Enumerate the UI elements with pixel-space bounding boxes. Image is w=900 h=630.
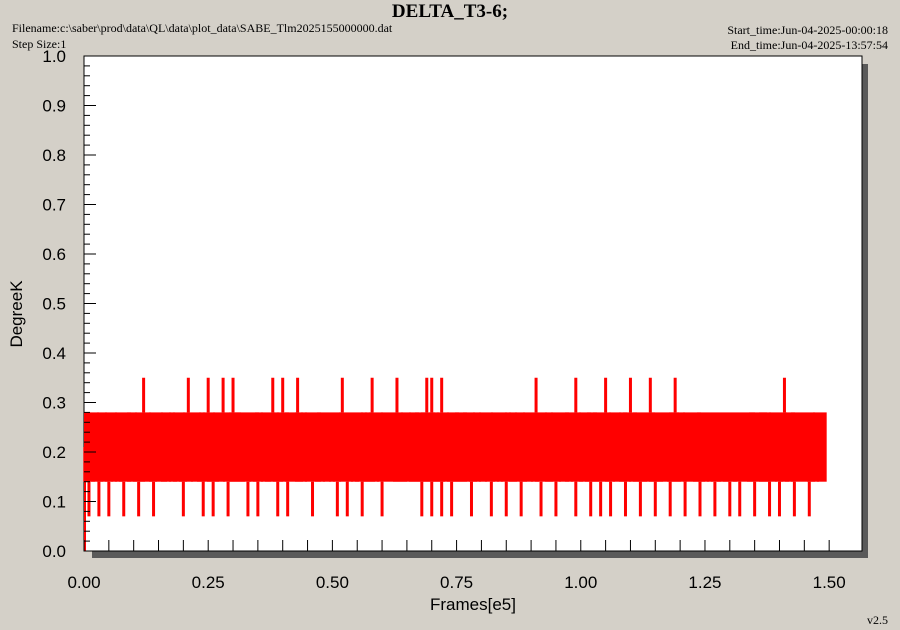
data-spike: [370, 377, 374, 413]
data-spike: [231, 377, 235, 413]
y-tick-label: 0.9: [42, 97, 66, 116]
data-spike: [425, 377, 429, 413]
data-dip: [777, 481, 781, 517]
data-dip: [589, 481, 593, 517]
data-spike: [271, 377, 275, 413]
data-dip: [489, 481, 493, 517]
data-dip: [668, 481, 672, 517]
data-dip: [609, 481, 613, 517]
data-dip: [286, 481, 290, 517]
data-spike: [186, 377, 190, 413]
data-dip: [450, 481, 454, 517]
data-dip: [807, 481, 811, 517]
x-tick-label: 1.00: [564, 573, 597, 592]
y-tick-label: 1.0: [42, 47, 66, 66]
data-dip: [728, 481, 732, 517]
data-spike: [281, 377, 285, 413]
y-tick-label: 0.5: [42, 295, 66, 314]
filename-text: Filename:c:\saber\prod\data\QL\data\plot…: [12, 21, 393, 35]
x-tick-label: 0.25: [192, 573, 225, 592]
data-spike: [430, 377, 434, 413]
x-tick-label: 0.75: [440, 573, 473, 592]
data-dip: [152, 481, 156, 517]
data-dip: [311, 481, 315, 517]
x-tick-label: 0.50: [316, 573, 349, 592]
data-dip: [87, 481, 91, 517]
data-dip: [276, 481, 280, 517]
step-size-text: Step Size:1: [12, 37, 67, 51]
y-tick-label: 0.0: [42, 542, 66, 561]
data-spike: [142, 377, 146, 413]
data-dip: [638, 481, 642, 517]
data-dip: [430, 481, 434, 517]
data-dip: [97, 481, 101, 517]
data-dip: [792, 481, 796, 517]
data-spike: [782, 377, 786, 413]
data-dip: [738, 481, 742, 517]
data-dip: [539, 481, 543, 517]
data-spike: [395, 377, 399, 413]
data-dip: [246, 481, 250, 517]
data-dip: [380, 481, 384, 517]
y-tick-label: 0.8: [42, 146, 66, 165]
data-dip: [345, 481, 349, 517]
data-dip: [504, 481, 508, 517]
data-dip: [440, 481, 444, 517]
end-time-text: End_time:Jun-04-2025-13:57:54: [730, 38, 888, 52]
y-tick-label: 0.6: [42, 245, 66, 264]
data-layer: [83, 377, 827, 551]
y-tick-label: 0.1: [42, 493, 66, 512]
chart-title: DELTA_T3-6;: [391, 1, 509, 22]
data-dip: [698, 481, 702, 517]
y-tick-label: 0.7: [42, 196, 66, 215]
version-label: v2.5: [867, 613, 888, 627]
y-tick-label: 0.4: [42, 344, 66, 363]
data-dip: [713, 481, 717, 517]
data-dip: [753, 481, 757, 517]
data-trace: [83, 412, 819, 482]
data-spike: [604, 377, 608, 413]
data-dip: [519, 481, 523, 517]
data-dip: [599, 481, 603, 517]
data-dip: [256, 481, 260, 517]
x-tick-label: 1.25: [688, 573, 721, 592]
x-axis-label: Frames[e5]: [430, 595, 516, 614]
start-time-text: Start_time:Jun-04-2025-00:00:18: [727, 23, 888, 37]
data-spike: [221, 377, 225, 413]
data-dip: [226, 481, 230, 517]
data-dip: [201, 481, 205, 517]
data-dip: [768, 481, 772, 517]
data-dip: [554, 481, 558, 517]
data-dip: [653, 481, 657, 517]
data-dip: [137, 481, 141, 517]
data-spike: [206, 377, 210, 413]
y-tick-label: 0.3: [42, 394, 66, 413]
data-dip: [469, 481, 473, 517]
data-spike: [673, 377, 677, 413]
y-axis-label: DegreeK: [7, 280, 26, 348]
data-spike: [296, 377, 300, 413]
data-dip: [181, 481, 185, 517]
data-spike: [340, 377, 344, 413]
data-spike: [534, 377, 538, 413]
data-dip: [360, 481, 364, 517]
data-spike: [574, 377, 578, 413]
data-spike: [648, 377, 652, 413]
data-dip: [683, 481, 687, 517]
data-dip: [420, 481, 424, 517]
x-tick-label: 0.00: [67, 573, 100, 592]
data-dip: [122, 481, 126, 517]
data-spike: [440, 377, 444, 413]
y-tick-label: 0.2: [42, 443, 66, 462]
data-dip: [107, 481, 111, 517]
data-dip: [335, 481, 339, 517]
x-tick-label: 1.50: [813, 573, 846, 592]
axis-layer: 0.0 0.1 0.2 0.3 0.4 0.5 0.6 0.7 0.8 0.9 1.0 0.00 0.2…: [42, 47, 845, 592]
data-dip: [623, 481, 627, 517]
data-dip: [211, 481, 215, 517]
data-dip: [574, 481, 578, 517]
data-spike: [628, 377, 632, 413]
